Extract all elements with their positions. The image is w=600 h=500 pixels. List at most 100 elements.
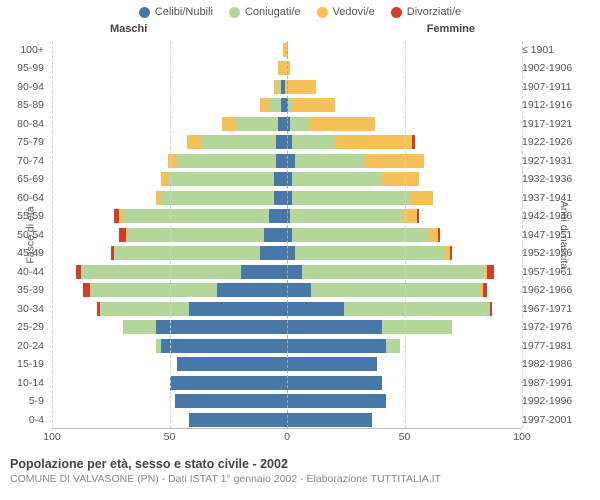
female-side — [283, 61, 518, 75]
female-side — [283, 376, 518, 390]
bar-segment — [187, 135, 201, 149]
legend-item: Divorziati/e — [391, 6, 461, 18]
age-label: 95-99 — [0, 62, 48, 74]
bar-segment — [283, 265, 302, 279]
age-row: 25-291972-1976 — [0, 318, 600, 337]
birth-year-label: 1967-1971 — [518, 303, 582, 315]
bar-segment — [283, 154, 295, 168]
bar-segment — [412, 135, 414, 149]
bar-segment — [487, 265, 494, 279]
bar-segment — [382, 320, 453, 334]
x-tick-label: 100 — [43, 431, 61, 443]
bar-segment — [386, 339, 400, 353]
age-row: 30-34 1967-1971 — [0, 300, 600, 319]
male-side — [48, 172, 283, 186]
bar-segment — [201, 135, 276, 149]
female-side — [283, 339, 518, 353]
bar-segment — [311, 283, 480, 297]
bar-segment — [168, 172, 274, 186]
age-label: 35-39 — [0, 284, 48, 296]
bar-segment — [161, 339, 283, 353]
legend-item: Coniugati/e — [229, 6, 301, 18]
legend-swatch — [317, 7, 328, 18]
header-female: Femmine — [427, 23, 475, 35]
bar-segment — [269, 98, 281, 112]
bar-segment — [161, 191, 274, 205]
male-side — [48, 135, 283, 149]
male-side — [48, 228, 283, 242]
bar-segment — [123, 320, 156, 334]
male-side — [48, 80, 283, 94]
bar-segment — [283, 135, 292, 149]
birth-year-label: 1992-1996 — [518, 395, 582, 407]
bar-segment — [450, 246, 452, 260]
bar-segment — [490, 302, 492, 316]
birth-year-label: 1922-1926 — [518, 136, 582, 148]
bar-segment — [81, 265, 241, 279]
bar-segment — [241, 265, 283, 279]
female-side — [283, 191, 518, 205]
birth-year-label: 1902-1906 — [518, 62, 582, 74]
age-row: 15-191982-1986 — [0, 355, 600, 374]
bar-segment — [222, 117, 236, 131]
birth-year-label: 1957-1961 — [518, 266, 582, 278]
male-side — [48, 339, 283, 353]
female-side — [283, 154, 518, 168]
bar-segment — [483, 283, 488, 297]
female-side — [283, 302, 518, 316]
female-side — [283, 80, 518, 94]
bar-segment — [156, 320, 283, 334]
male-side — [48, 376, 283, 390]
bar-segment — [429, 228, 438, 242]
age-label: 40-44 — [0, 266, 48, 278]
female-side — [283, 172, 518, 186]
bar-segment — [302, 265, 485, 279]
age-row: 60-641937-1941 — [0, 189, 600, 208]
x-tick-label: 100 — [513, 431, 531, 443]
birth-year-label: 1947-1951 — [518, 229, 582, 241]
age-label: 85-89 — [0, 99, 48, 111]
age-label: 70-74 — [0, 155, 48, 167]
bar-segment — [292, 191, 410, 205]
legend-label: Celibi/Nubili — [155, 6, 213, 18]
bar-segment — [283, 320, 382, 334]
female-side — [283, 413, 518, 427]
bar-segment — [292, 135, 334, 149]
age-row: 45-491952-1956 — [0, 244, 600, 263]
age-label: 5-9 — [0, 395, 48, 407]
bar-segment — [177, 357, 283, 371]
birth-year-label: 1977-1981 — [518, 340, 582, 352]
bar-segment — [170, 376, 283, 390]
bar-segment — [276, 135, 283, 149]
birth-year-label: 1937-1941 — [518, 192, 582, 204]
x-axis: 10050050100 — [0, 431, 600, 449]
bar-segment — [438, 228, 440, 242]
age-label: 25-29 — [0, 321, 48, 333]
age-label: 30-34 — [0, 303, 48, 315]
bar-segment — [410, 191, 434, 205]
female-side — [283, 98, 518, 112]
female-side — [283, 320, 518, 334]
bar-segment — [295, 246, 445, 260]
bar-segment — [292, 172, 381, 186]
bar-segment — [114, 246, 260, 260]
bar-segment — [283, 302, 344, 316]
chart-title: Popolazione per età, sesso e stato civil… — [10, 457, 600, 471]
bar-segment — [283, 357, 377, 371]
male-side — [48, 61, 283, 75]
bar-segment — [283, 413, 372, 427]
male-side — [48, 357, 283, 371]
bar-segment — [276, 154, 283, 168]
bar-segment — [260, 98, 269, 112]
pyramid-chart: Fasce di età Anni di nascita 100+≤ 19019… — [0, 41, 600, 430]
male-side — [48, 320, 283, 334]
female-side — [283, 394, 518, 408]
male-side — [48, 98, 283, 112]
age-row: 40-44 1957-1961 — [0, 263, 600, 282]
legend-item: Vedovi/e — [317, 6, 375, 18]
age-label: 80-84 — [0, 118, 48, 130]
bar-segment — [283, 283, 311, 297]
legend-label: Divorziati/e — [407, 6, 461, 18]
bar-segment — [290, 209, 403, 223]
age-label: 100+ — [0, 44, 48, 56]
